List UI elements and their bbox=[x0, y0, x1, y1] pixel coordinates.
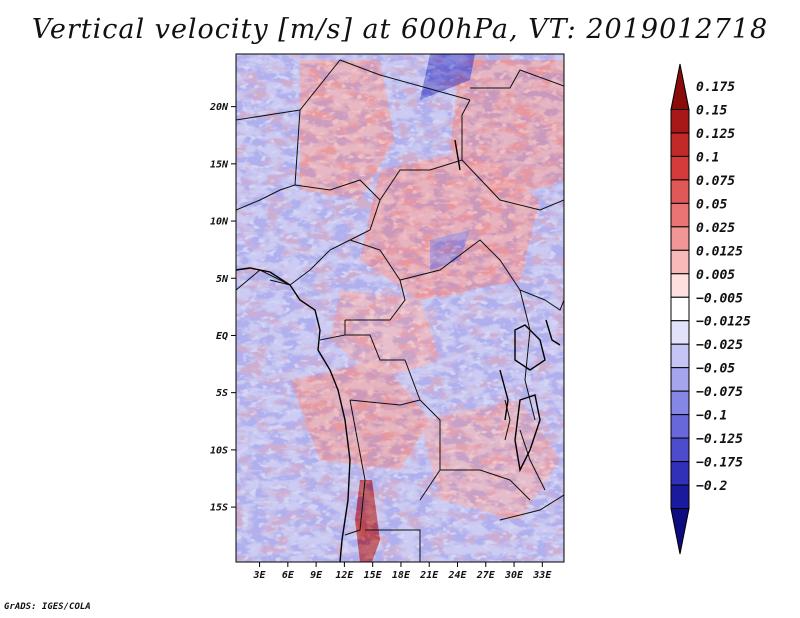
colorbar-swatch bbox=[670, 343, 690, 369]
vertical-velocity-field bbox=[236, 54, 564, 562]
colorbar-bottom-triangle bbox=[670, 508, 690, 555]
colorbar-swatch bbox=[670, 437, 690, 463]
colorbar-swatch bbox=[670, 320, 690, 345]
colorbar-label: 0.0125 bbox=[696, 244, 743, 259]
lon-tick-label: 24E bbox=[447, 570, 467, 581]
colorbar-swatch bbox=[670, 132, 690, 157]
colorbar-top-triangle bbox=[670, 63, 690, 110]
lat-tick-label: 5N bbox=[216, 274, 229, 285]
colorbar-swatch bbox=[670, 155, 690, 181]
colorbar-label: −0.05 bbox=[696, 362, 735, 377]
colorbar-label: 0.125 bbox=[696, 127, 735, 142]
lat-tick-label: 5S bbox=[216, 388, 228, 399]
country-boundaries bbox=[236, 59, 564, 562]
lat-tick-label: EQ bbox=[216, 331, 228, 342]
lon-tick-label: 12E bbox=[335, 570, 354, 581]
colorbar-swatch bbox=[670, 202, 690, 228]
lat-tick-label: 10N bbox=[210, 217, 229, 228]
longitude-axis: 3E 6E 9E 12E 15E 18E 21E 24E 27E 30E 33E bbox=[253, 562, 552, 581]
lat-tick-label: 15S bbox=[210, 503, 228, 514]
colorbar-swatch bbox=[670, 108, 690, 134]
lon-tick-label: 21E bbox=[419, 570, 439, 581]
colorbar-label: 0.005 bbox=[696, 268, 735, 283]
lon-tick-label: 33E bbox=[532, 570, 552, 581]
colorbar-label: 0.025 bbox=[696, 221, 735, 236]
colorbar-label: −0.0125 bbox=[696, 315, 751, 330]
lat-tick-label: 15N bbox=[210, 159, 229, 170]
colorbar-swatch bbox=[670, 461, 690, 486]
colorbar-label: −0.175 bbox=[696, 456, 743, 471]
colorbar-label: 0.05 bbox=[696, 197, 727, 212]
colorbar-swatch bbox=[670, 179, 690, 204]
colorbar-swatch bbox=[670, 390, 690, 416]
lon-tick-label: 18E bbox=[392, 570, 411, 581]
colorbar-label: −0.005 bbox=[696, 291, 743, 306]
coastline bbox=[236, 139, 561, 562]
lat-tick-label: 20N bbox=[209, 102, 229, 113]
colorbar: 0.175 0.15 0.125 0.1 0.075 0.05 0.025 0.0125 0.0… bbox=[670, 63, 751, 555]
lon-tick-label: 6E bbox=[282, 570, 295, 581]
colorbar-swatch bbox=[670, 414, 690, 439]
colorbar-swatch bbox=[670, 367, 690, 392]
colorbar-label: 0.075 bbox=[696, 174, 735, 189]
lon-tick-label: 15E bbox=[364, 570, 383, 581]
grads-credit: GrADS: IGES/COLA bbox=[4, 602, 91, 612]
colorbar-label: 0.175 bbox=[696, 80, 735, 95]
colorbar-swatch bbox=[670, 484, 690, 510]
colorbar-label: −0.2 bbox=[696, 479, 727, 494]
plot-title: Vertical velocity [m/s] at 600hPa, VT: 2… bbox=[31, 14, 769, 45]
lon-tick-label: 27E bbox=[476, 570, 496, 581]
map-frame bbox=[235, 53, 565, 563]
lon-tick-label: 9E bbox=[310, 570, 323, 581]
colorbar-swatch bbox=[670, 273, 690, 298]
lat-tick-label: 10S bbox=[210, 445, 228, 456]
latitude-axis: 20N 15N 10N 5N EQ 5S 10S 15S bbox=[209, 102, 236, 514]
lon-tick-label: 30E bbox=[504, 570, 524, 581]
colorbar-swatch bbox=[670, 249, 690, 275]
colorbar-swatch bbox=[670, 296, 690, 322]
colorbar-label: −0.025 bbox=[696, 338, 743, 353]
colorbar-label: 0.1 bbox=[696, 150, 719, 165]
colorbar-label: 0.15 bbox=[696, 103, 727, 118]
colorbar-label: −0.1 bbox=[696, 409, 727, 424]
colorbar-label: −0.075 bbox=[696, 385, 743, 400]
colorbar-label: −0.125 bbox=[696, 432, 743, 447]
lon-tick-label: 3E bbox=[253, 570, 267, 581]
colorbar-swatch bbox=[670, 226, 690, 251]
